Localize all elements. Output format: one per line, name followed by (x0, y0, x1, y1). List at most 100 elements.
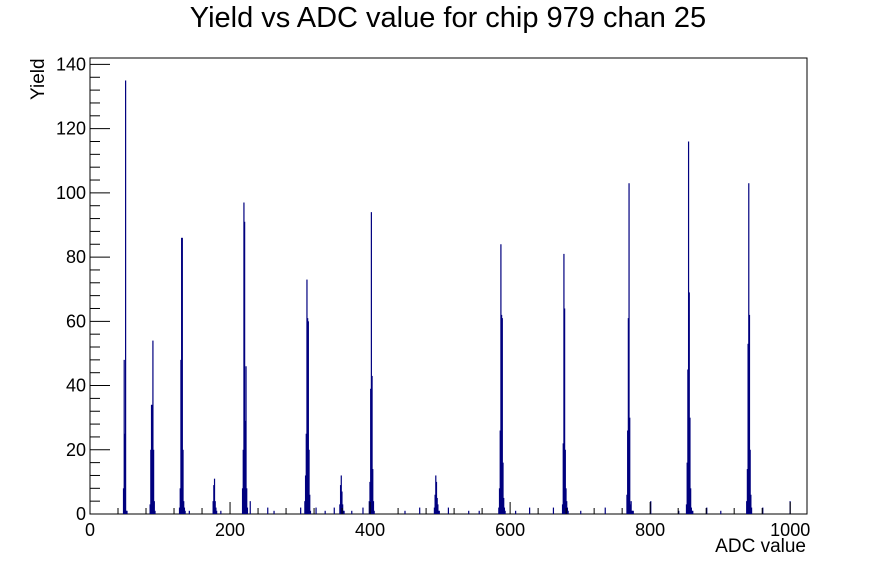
histogram-bar (562, 443, 564, 514)
histogram-bar (748, 314, 751, 514)
histogram-bar (468, 510, 470, 514)
histogram-bar (150, 404, 153, 514)
histogram-bar (339, 504, 341, 514)
histogram-bar (244, 221, 246, 514)
histogram-bar (502, 462, 504, 514)
histogram-bar (304, 501, 306, 514)
histogram-bar (373, 510, 375, 514)
histogram-bar (181, 237, 183, 514)
histogram-bar (504, 510, 506, 514)
histogram-bar (213, 485, 215, 514)
x-tick-label: 200 (215, 520, 245, 540)
histogram-bar (372, 469, 374, 514)
histogram-bar (629, 504, 632, 514)
histogram-bar (212, 501, 214, 514)
y-tick-label: 0 (76, 504, 86, 524)
y-tick-label: 60 (66, 311, 86, 331)
histogram-bar (498, 488, 501, 514)
histogram-bar (339, 485, 342, 514)
histogram-bar (188, 510, 190, 514)
histogram-bar (436, 497, 438, 514)
histogram-bar (341, 491, 343, 514)
histogram-bar (307, 321, 309, 514)
histogram-bar (181, 237, 183, 514)
histogram-bar (748, 183, 750, 515)
histogram-bar (315, 507, 317, 514)
histogram-bar (630, 501, 632, 514)
histogram-bar (404, 510, 406, 514)
histogram-bar (561, 504, 564, 514)
histogram-bar (564, 308, 566, 514)
histogram-bar (123, 359, 125, 514)
histogram-bar (324, 510, 326, 514)
x-tick-label: 0 (85, 520, 95, 540)
histogram-bar (692, 510, 694, 514)
histogram-bar (503, 507, 506, 514)
histogram-bar (152, 340, 154, 514)
histogram-bar (631, 510, 633, 514)
histogram-bar (333, 507, 335, 514)
histogram-bar (747, 343, 749, 514)
histogram-bar (122, 488, 125, 514)
histogram-bar (567, 510, 569, 514)
histogram-bar (351, 510, 353, 514)
x-tick-label: 600 (495, 520, 525, 540)
histogram-bar (125, 510, 127, 514)
histogram-bar (433, 507, 435, 514)
histogram-bar (629, 417, 631, 514)
histogram-bar (150, 449, 152, 514)
histogram-bar (179, 488, 181, 514)
x-axis-label: ADC value (715, 536, 806, 557)
histogram-bar (750, 494, 752, 514)
histogram-bar (746, 501, 748, 514)
histogram-bar (437, 504, 439, 514)
histogram-bar (308, 449, 310, 514)
y-tick-label: 120 (56, 119, 86, 139)
histogram-bar (153, 501, 155, 514)
histogram-bar (307, 318, 309, 514)
histogram-bar (370, 212, 372, 514)
histogram-bar (627, 430, 629, 514)
histogram-bar (447, 507, 449, 514)
y-tick-label: 100 (56, 183, 86, 203)
x-tick-label: 800 (635, 520, 665, 540)
histogram-bar (501, 314, 503, 514)
histogram-bar (154, 510, 156, 514)
y-tick-label: 80 (66, 247, 86, 267)
histogram-bar (762, 507, 764, 514)
histogram-bar (309, 494, 311, 514)
histogram-bar (214, 501, 216, 514)
histogram-bar (566, 507, 569, 514)
histogram-bar (343, 510, 345, 514)
histogram-bar (628, 183, 630, 515)
histogram-bar (552, 507, 555, 514)
histogram-bar (503, 497, 505, 514)
x-tick-label: 1000 (770, 520, 810, 540)
histogram-bar (564, 449, 566, 514)
histogram-bar (435, 475, 437, 514)
histogram-bar (685, 504, 688, 514)
histogram-bar (342, 504, 344, 514)
histogram-bar (501, 318, 503, 514)
histogram-bar (340, 475, 342, 514)
histogram-bar (650, 501, 652, 514)
histogram-bar (184, 510, 186, 514)
histogram-bar (749, 449, 751, 514)
histogram-bar (182, 449, 184, 514)
histogram-bar (691, 510, 693, 514)
histogram-bar (563, 253, 565, 514)
histogram-bar (434, 494, 436, 514)
histogram-bar (306, 279, 308, 514)
histogram-bar (267, 507, 269, 514)
histogram-bar (368, 501, 370, 514)
histogram-bar (372, 501, 375, 514)
histogram-bar (309, 510, 312, 514)
histogram-bar (529, 507, 531, 514)
y-tick-label: 20 (66, 440, 86, 460)
histogram-bar (245, 366, 247, 514)
histogram-bar (305, 433, 307, 514)
histogram-bar (180, 359, 182, 514)
histogram-bar (246, 488, 248, 514)
histogram-bar (300, 507, 302, 514)
